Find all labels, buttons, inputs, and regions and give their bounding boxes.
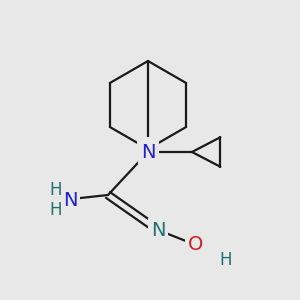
Text: N: N [141, 142, 155, 161]
Text: H: H [50, 201, 62, 219]
Text: N: N [63, 190, 77, 209]
Text: H: H [50, 181, 62, 199]
Text: N: N [151, 220, 165, 239]
Text: O: O [188, 236, 204, 254]
Text: H: H [220, 251, 232, 269]
Text: O: O [140, 140, 156, 158]
